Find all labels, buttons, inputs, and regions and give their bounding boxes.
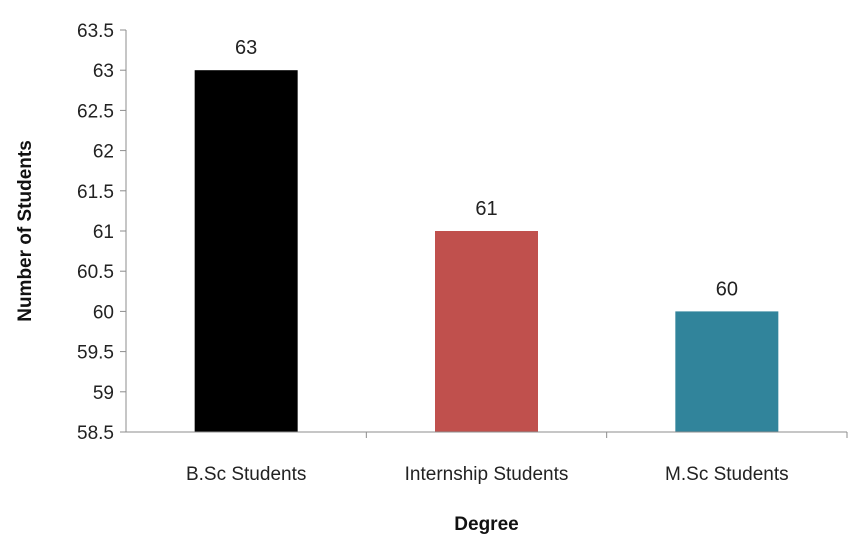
data-label: 63 bbox=[235, 37, 257, 59]
x-axis-title: Degree bbox=[454, 514, 518, 535]
y-tick-label: 60.5 bbox=[77, 262, 114, 283]
data-labels: 63 61 60 bbox=[235, 37, 738, 300]
y-tick-label: 63.5 bbox=[77, 21, 114, 42]
y-tick-label: 60 bbox=[93, 302, 114, 323]
y-axis-ticks: 58.5 59 59.5 60 60.5 61 61.5 62 62.5 63 63.5 bbox=[77, 21, 126, 444]
x-category-label: Internship Students bbox=[405, 464, 569, 485]
y-tick-label: 63 bbox=[93, 61, 114, 82]
data-label: 60 bbox=[716, 278, 738, 300]
y-tick-label: 59 bbox=[93, 383, 114, 404]
y-tick-label: 62.5 bbox=[77, 101, 114, 122]
y-tick-label: 59.5 bbox=[77, 343, 114, 364]
x-axis-category-labels: B.Sc Students Internship Students M.Sc Stu… bbox=[186, 432, 848, 485]
bar bbox=[435, 231, 538, 432]
y-tick-label: 61.5 bbox=[77, 182, 114, 203]
y-tick-label: 62 bbox=[93, 142, 114, 163]
data-label: 61 bbox=[475, 198, 497, 220]
bar bbox=[194, 70, 298, 432]
bar bbox=[675, 311, 779, 432]
x-category-label: M.Sc Students bbox=[665, 464, 789, 485]
x-category-label: B.Sc Students bbox=[186, 464, 306, 485]
y-axis-title: Number of Students bbox=[15, 140, 36, 322]
bars bbox=[194, 70, 779, 432]
y-tick-label: 58.5 bbox=[77, 423, 114, 444]
y-tick-label: 61 bbox=[93, 222, 114, 243]
